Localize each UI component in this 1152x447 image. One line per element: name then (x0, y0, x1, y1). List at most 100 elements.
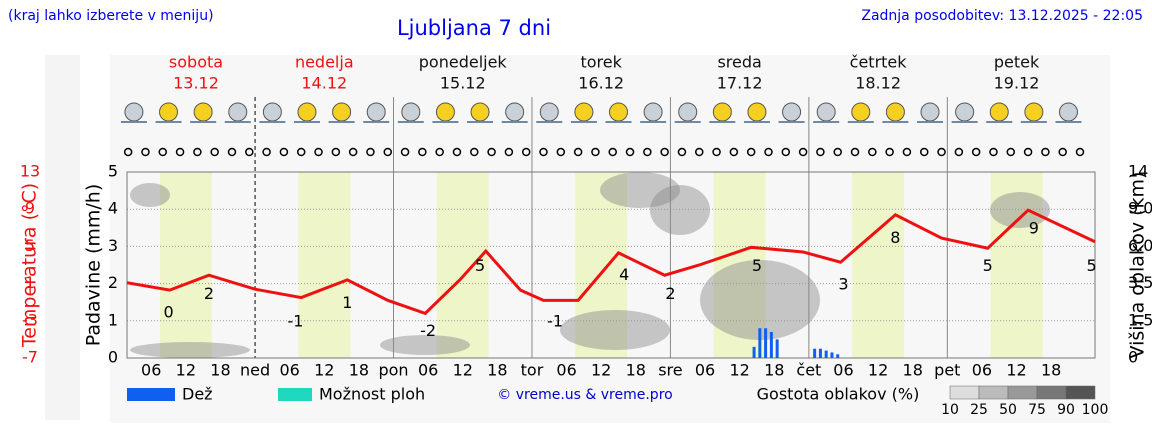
wind-marker (1075, 147, 1085, 157)
legend-label: Dež (182, 385, 213, 404)
x-tick-label: 18 (764, 361, 784, 380)
weather-icon (955, 102, 975, 122)
precip-axis-title: Padavine (mm/h) (83, 184, 105, 347)
precip-bar (752, 346, 756, 358)
wind-marker (902, 147, 912, 157)
x-tick-label: 12 (176, 361, 196, 380)
cloud-blob (600, 172, 680, 208)
wind-marker (729, 147, 739, 157)
x-tick-label: pon (378, 361, 408, 380)
weather-icon (574, 102, 594, 122)
x-tick-label: čet (796, 361, 821, 380)
weather-icon (228, 102, 248, 122)
wind-marker (227, 147, 237, 157)
wind-marker (833, 147, 842, 157)
y-tick-label: 5 (108, 162, 118, 181)
day-name: sreda (717, 53, 761, 72)
day-date: 15.12 (440, 74, 486, 93)
legend-label: Možnost ploh (319, 385, 425, 404)
precip-bar (769, 331, 773, 358)
temp-label: -1 (547, 312, 563, 331)
cloud-blob (130, 342, 250, 358)
x-tick-label: 12 (868, 361, 888, 380)
cloud-blob (560, 310, 670, 350)
wind-marker (850, 147, 860, 157)
wind-marker (1058, 147, 1067, 157)
temp-label: 5 (752, 256, 762, 275)
temp-label: 9 (1029, 219, 1039, 238)
weather-icon (608, 102, 628, 122)
x-tick-label: 18 (626, 361, 646, 380)
wind-marker (487, 147, 496, 157)
temp-label: 5 (1086, 256, 1096, 275)
wind-marker (608, 147, 617, 157)
cloud-legend-swatch (1065, 385, 1096, 400)
wind-marker (435, 147, 444, 157)
daylight (436, 172, 489, 358)
day-date: 16.12 (578, 74, 624, 93)
day-name: ponedeljek (419, 53, 508, 72)
weather-icon (124, 102, 144, 122)
plot-frame (126, 171, 1096, 359)
wind-marker (660, 147, 669, 157)
temp-tick-label: 9 (25, 199, 35, 218)
x-tick-label: 18 (1041, 361, 1061, 380)
precip-bar (830, 352, 834, 358)
wind-marker (746, 147, 756, 157)
precip-bar (758, 328, 762, 358)
temp-label: 0 (163, 302, 173, 321)
weather-icon (193, 102, 213, 122)
x-tick-label: 06 (833, 361, 853, 380)
legend-swatch (278, 388, 312, 401)
page-title: Ljubljana 7 dni (397, 16, 551, 40)
x-tick-label: 12 (1006, 361, 1026, 380)
wind-marker (400, 147, 410, 157)
day-name: torek (580, 53, 622, 72)
wind-marker (798, 147, 808, 157)
cloud-legend-level: 50 (999, 402, 1017, 418)
day-date: 13.12 (173, 74, 219, 93)
temp-label: 8 (890, 228, 900, 247)
weather-icon (885, 102, 905, 122)
wind-marker (677, 147, 687, 157)
cloud-axis-title: Višina oblakov (km) (1127, 172, 1149, 359)
x-tick-label: tor (521, 361, 544, 380)
x-tick-label: 12 (729, 361, 749, 380)
cloud-blob (130, 183, 170, 207)
daylight (990, 172, 1043, 358)
wind-marker (262, 147, 271, 157)
update-time: Zadnja posodobitev: 13.12.2025 - 22:05 (861, 8, 1143, 24)
day-name: petek (994, 53, 1040, 72)
cloud-blob (990, 192, 1050, 228)
weather-icon (816, 102, 836, 122)
x-tick-label: ned (240, 361, 270, 380)
y2-tick-label: 0 (1128, 348, 1138, 367)
temp-label: -2 (420, 321, 436, 340)
day-date: 17.12 (717, 74, 763, 93)
temp-label: 5 (983, 256, 993, 275)
x-tick-label: 18 (210, 361, 230, 380)
wind-marker (504, 147, 514, 157)
cloud-legend-swatch (978, 385, 1009, 400)
cloud-blob (700, 260, 820, 340)
x-tick-label: 12 (591, 361, 611, 380)
wind-marker (954, 147, 964, 157)
x-tick-label: 12 (453, 361, 473, 380)
y2-tick-label: 3.5 (1128, 273, 1152, 292)
temp-label: 2 (665, 284, 675, 303)
wind-marker (781, 147, 791, 157)
weather-icon (297, 102, 317, 122)
daylight (713, 172, 766, 358)
daylight (298, 172, 351, 358)
weather-icon (159, 102, 179, 122)
precip-bar (764, 328, 768, 358)
temp-label: 1 (342, 293, 352, 312)
cloud-legend-swatch (1007, 385, 1038, 400)
weather-icon (262, 102, 282, 122)
wind-marker (470, 147, 479, 157)
wind-marker (279, 147, 289, 157)
wind-marker (937, 147, 946, 157)
weather-icon (712, 102, 732, 122)
temp-label: 4 (619, 265, 629, 284)
